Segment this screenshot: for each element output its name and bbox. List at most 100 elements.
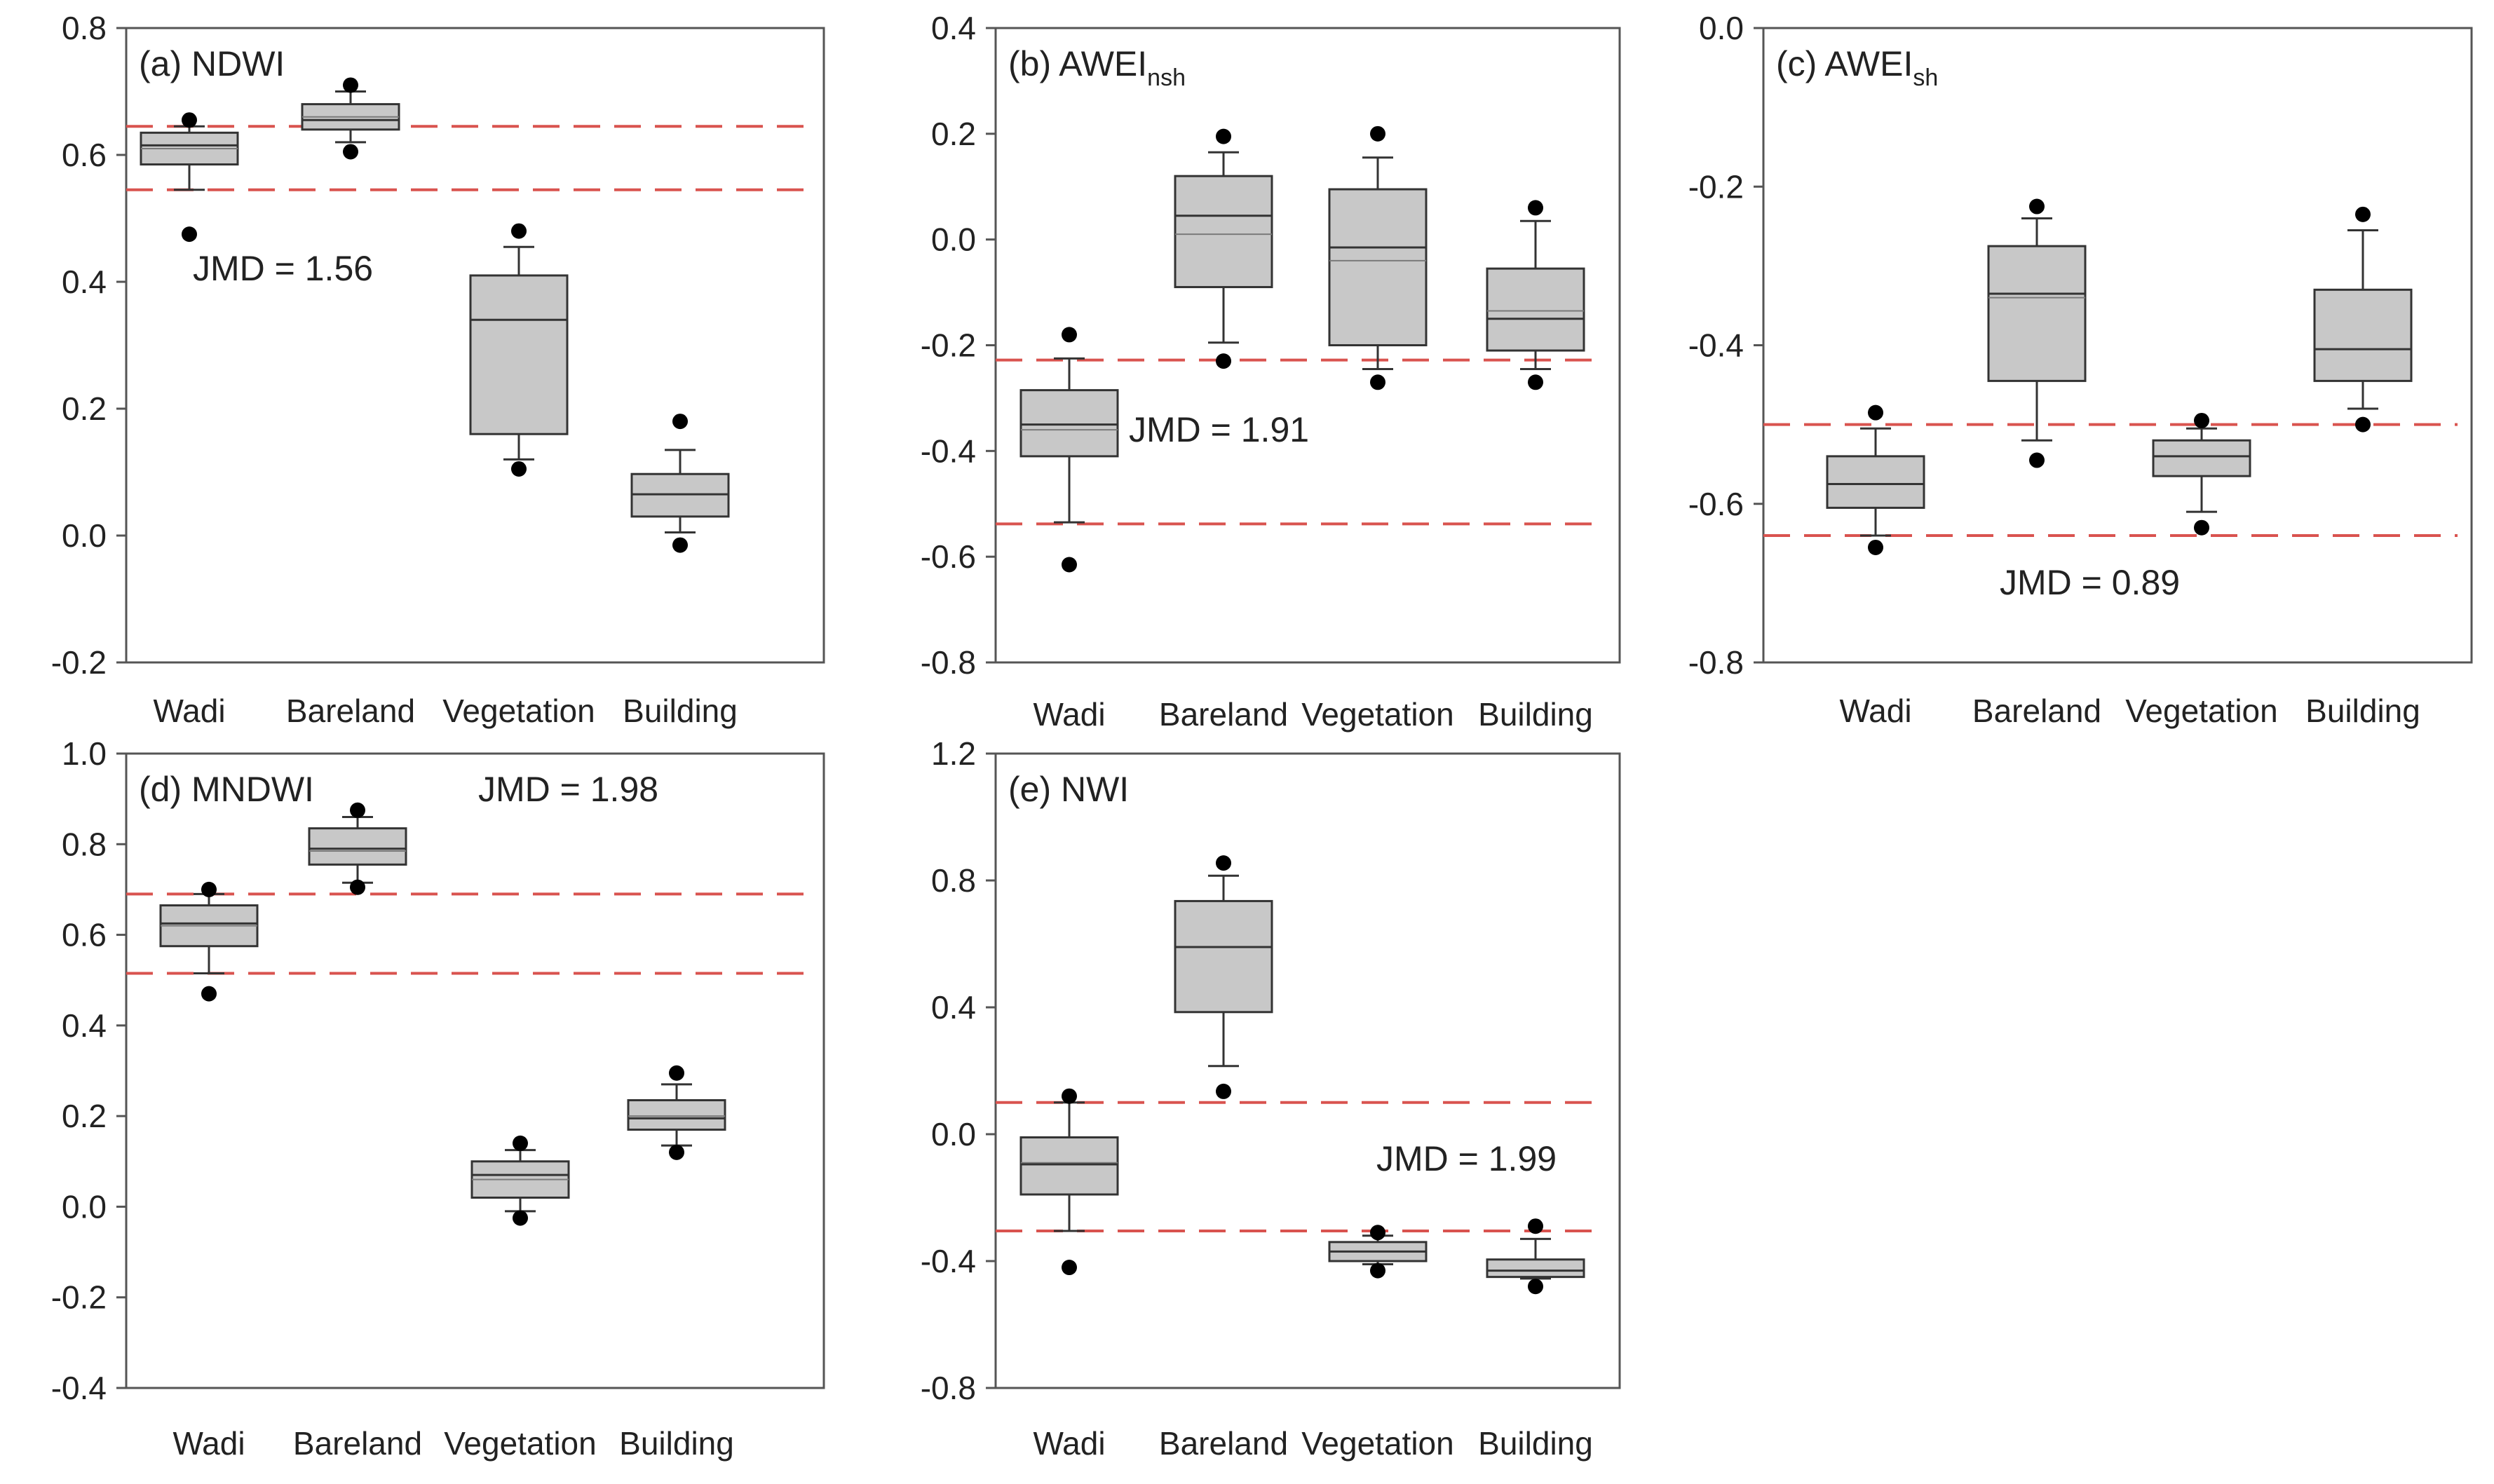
y-tick-label: 0.4 [931,10,976,46]
outlier-point [1216,128,1231,144]
outlier-point [1062,1088,1077,1104]
box-bareland [308,802,407,895]
x-category-label: Wadi [1033,1425,1105,1462]
y-tick-label: 0.0 [931,1116,976,1152]
jmd-annotation: JMD = 1.98 [478,770,658,809]
y-tick-label: -0.2 [921,327,976,364]
panel-a: -0.2 0.0 0.2 0.4 0.6 0.8 Wadi Bareland Vegetatio… [51,10,825,729]
jmd-annotation: JMD = 1.99 [1376,1139,1557,1178]
x-category-label: Building [1478,1425,1593,1462]
y-tick-label: -0.4 [921,433,976,469]
outlier-point [513,1210,528,1226]
x-category-label: Vegetation [442,693,595,729]
x-category-label: Wadi [153,693,225,729]
jmd-annotation: JMD = 0.89 [2000,563,2180,602]
box-iqr [627,1099,726,1131]
outlier-point [669,1065,684,1081]
outlier-point [1216,855,1231,871]
outlier-point [1370,1262,1385,1279]
jmd-annotation: JMD = 1.91 [1129,410,1309,449]
x-category-label: Bareland [1159,1425,1288,1462]
box-iqr [308,827,407,866]
outlier-point [511,223,527,239]
outlier-point [2355,416,2371,433]
box-bareland [1174,855,1273,1099]
outlier-point [672,414,688,430]
outlier-point [2029,198,2045,215]
box-wadi [140,112,239,243]
box-vegetation [1328,125,1428,390]
outlier-point [343,144,358,160]
outlier-point [1062,327,1077,343]
y-tick-label: -0.2 [51,644,107,681]
x-category-label: Bareland [1159,696,1288,733]
y-tick-label: 0.8 [931,862,976,899]
box-bareland [1987,198,2087,468]
x-category-label: Vegetation [444,1425,596,1462]
box-building [630,414,730,553]
y-tick-label: 0.0 [62,1188,107,1225]
box-iqr [1486,1258,1585,1279]
outlier-point [1216,1083,1231,1099]
box-bareland [1174,128,1273,369]
outlier-point [513,1135,528,1151]
box-building [1486,200,1585,390]
outlier-point [182,226,197,243]
x-category-label: Wadi [172,1425,245,1462]
outlier-point [1216,353,1231,369]
outlier-point [2194,519,2209,536]
y-tick-label: -0.6 [921,538,976,575]
y-tick-label: 0.0 [62,517,107,554]
x-category-label: Wadi [1839,693,1911,729]
y-tick-label: 0.6 [62,917,107,953]
x-category-label: Building [623,693,738,729]
outlier-point [1528,1279,1543,1295]
panel-title: (d) MNDWI [139,770,314,809]
panel-d: -0.4 -0.2 0.0 0.2 0.4 0.6 0.8 1.0 Wadi Bareland Ve… [51,735,825,1462]
box-iqr [1174,899,1273,1014]
y-tick-label: 0.4 [62,1007,107,1044]
y-tick-label: -0.4 [1688,327,1744,364]
outlier-point [1528,200,1543,216]
box-building [2313,206,2413,433]
outlier-point [350,879,365,895]
outlier-point [1370,125,1385,142]
y-tick-label: -0.2 [1688,168,1744,205]
y-tick-label: -0.4 [51,1370,107,1406]
box-iqr [1174,175,1273,289]
box-wadi [1019,1088,1119,1276]
outlier-point [2194,412,2209,428]
box-vegetation [2152,412,2251,536]
y-tick-label: 1.2 [931,735,976,772]
y-tick-label: -0.6 [1688,486,1744,522]
box-wadi [1826,404,1925,555]
y-tick-label: 1.0 [62,735,107,772]
y-tick-label: -0.4 [921,1243,976,1279]
panel-title-main: (c) AWEI [1776,44,1913,83]
panel-title-subscript: sh [1913,64,1938,91]
box-iqr [2152,439,2251,477]
x-category-label: Bareland [1972,693,2101,729]
panel-title-main: (d) MNDWI [139,770,314,809]
x-category-label: Building [2305,693,2420,729]
outlier-point [511,461,527,477]
outlier-point [1868,404,1883,421]
box-vegetation [470,1135,570,1226]
box-iqr [2313,288,2413,382]
outlier-point [343,77,358,93]
box-iqr [469,274,569,435]
panel-e: -0.8 -0.4 0.0 0.4 0.8 1.2 Wadi Bareland Vegetati… [921,735,1621,1462]
panel-title: (a) NDWI [139,44,285,83]
panel-b: -0.8 -0.6 -0.4 -0.2 0.0 0.2 0.4 Wadi Bareland Veg… [921,10,1621,733]
outlier-point [1370,1225,1385,1241]
box-iqr [1987,245,2087,382]
y-tick-label: 0.6 [62,137,107,173]
panel-title: (e) NWI [1008,770,1129,809]
y-tick-label: 0.8 [62,10,107,46]
box-wadi [159,881,259,1002]
x-category-label: Vegetation [1301,696,1453,733]
outlier-point [1528,374,1543,390]
box-iqr [1486,267,1585,352]
outlier-point [1528,1218,1543,1234]
x-category-label: Wadi [1033,696,1105,733]
